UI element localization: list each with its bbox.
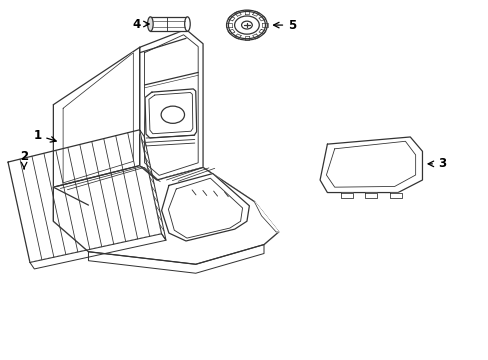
Polygon shape — [140, 166, 278, 232]
Polygon shape — [8, 130, 161, 262]
Polygon shape — [53, 166, 278, 264]
Polygon shape — [227, 16, 234, 21]
Polygon shape — [53, 187, 278, 264]
Polygon shape — [145, 89, 196, 138]
Text: 4: 4 — [132, 18, 149, 31]
Polygon shape — [320, 137, 422, 193]
Polygon shape — [252, 11, 259, 16]
Polygon shape — [161, 174, 249, 241]
Text: 3: 3 — [427, 157, 445, 170]
Circle shape — [228, 12, 265, 39]
Polygon shape — [168, 178, 242, 238]
Polygon shape — [144, 35, 198, 175]
Polygon shape — [67, 167, 160, 190]
Polygon shape — [30, 234, 165, 269]
Text: 1: 1 — [33, 129, 56, 142]
Polygon shape — [53, 47, 140, 187]
Polygon shape — [244, 36, 249, 40]
Ellipse shape — [147, 17, 153, 31]
Polygon shape — [226, 23, 231, 27]
Polygon shape — [234, 11, 241, 16]
Polygon shape — [262, 23, 267, 27]
Polygon shape — [234, 34, 241, 39]
Polygon shape — [252, 34, 259, 39]
Text: 5: 5 — [273, 19, 296, 32]
Polygon shape — [340, 193, 352, 198]
Polygon shape — [244, 10, 249, 14]
Polygon shape — [140, 30, 203, 180]
Polygon shape — [227, 29, 234, 34]
Polygon shape — [140, 130, 165, 240]
Polygon shape — [259, 16, 265, 21]
Ellipse shape — [184, 17, 190, 31]
Polygon shape — [326, 141, 415, 187]
Polygon shape — [60, 167, 158, 189]
Polygon shape — [389, 193, 401, 198]
Text: 2: 2 — [20, 150, 28, 169]
Polygon shape — [254, 202, 278, 232]
Polygon shape — [150, 17, 187, 31]
Polygon shape — [149, 93, 192, 134]
Polygon shape — [63, 53, 133, 183]
Polygon shape — [88, 244, 264, 273]
Polygon shape — [365, 193, 376, 198]
Polygon shape — [259, 29, 265, 34]
